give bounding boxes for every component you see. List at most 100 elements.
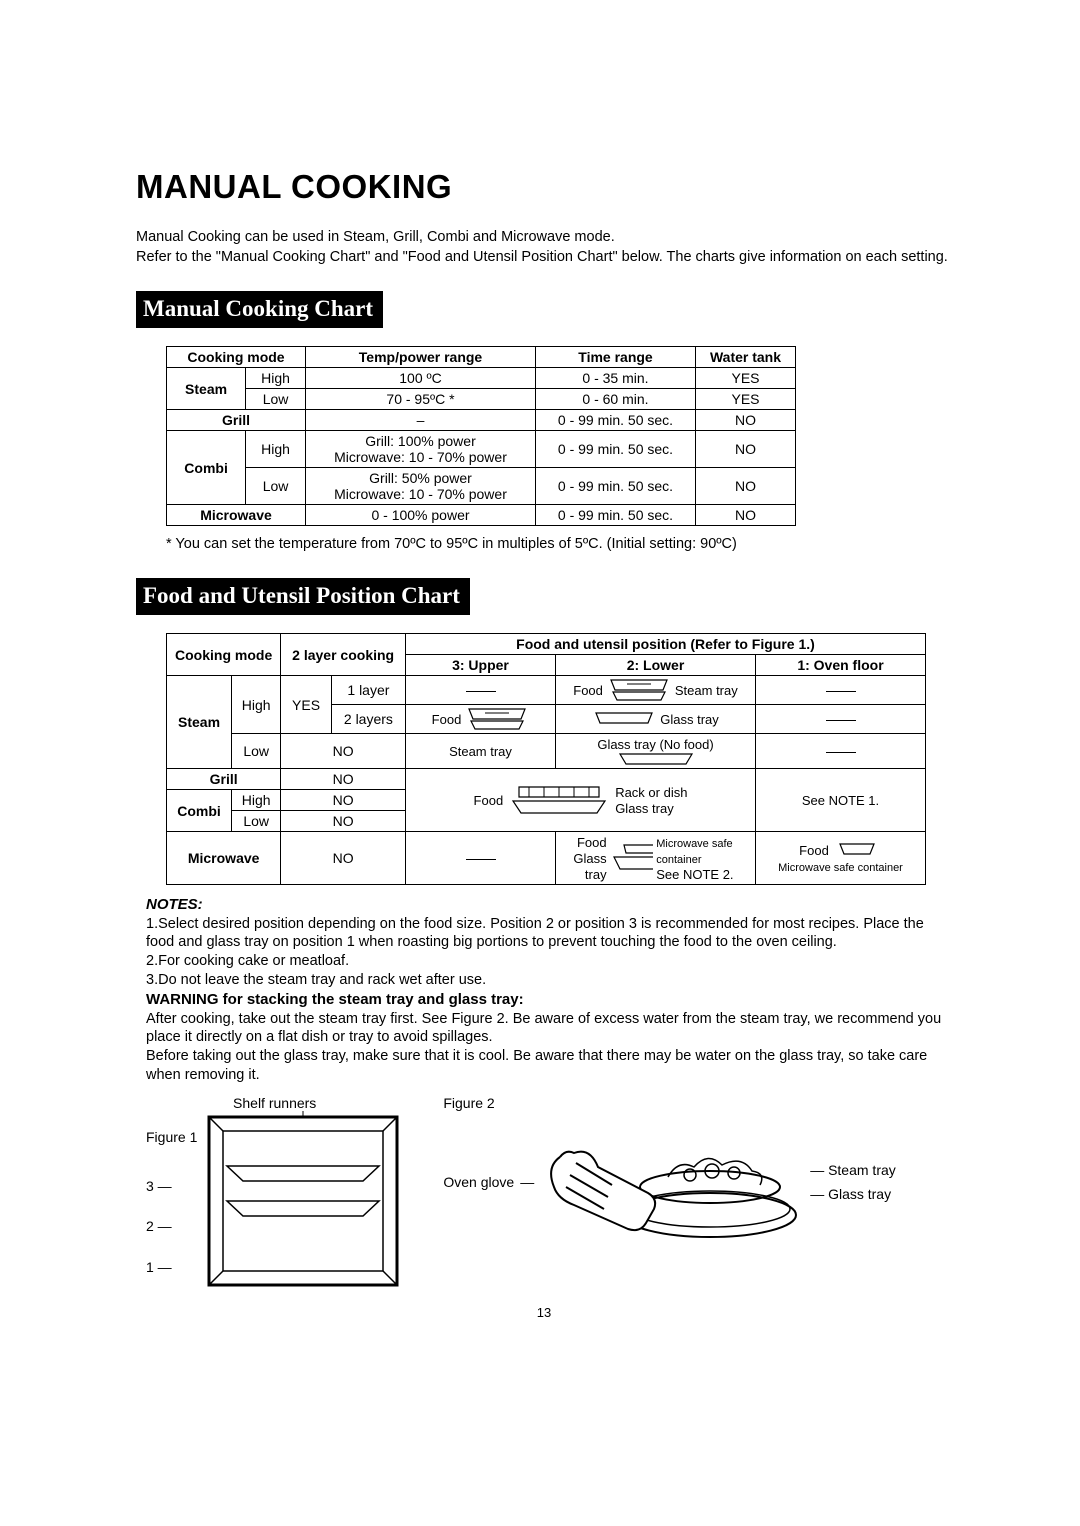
combi-high-tank: NO (696, 431, 796, 468)
pc-combi-high-2layer: NO (281, 790, 406, 811)
grill-tank: NO (696, 410, 796, 431)
grill-time: 0 - 99 min. 50 sec. (536, 410, 696, 431)
dash-icon (466, 859, 496, 860)
section-banner-position-chart: Food and Utensil Position Chart (136, 578, 470, 615)
dash-icon (826, 752, 856, 753)
fig1-label: Figure 1 (146, 1129, 197, 1145)
mode-combi: Combi (167, 431, 246, 505)
oven-cavity-icon (203, 1111, 403, 1291)
section-banner-cooking-chart: Manual Cooking Chart (136, 291, 383, 328)
chart1-footnote: * You can set the temperature from 70ºC … (166, 536, 952, 552)
lbl-food: Food (474, 793, 504, 808)
pc-grill-combi-cell: Food Rack or dish Glass tray (406, 769, 756, 832)
combi-low-temp: Grill: 50% power Microwave: 10 - 70% pow… (306, 468, 536, 505)
pc-steam-low: Low (232, 734, 281, 769)
steam-high-tank: YES (696, 368, 796, 389)
combi-low-time: 0 - 99 min. 50 sec. (536, 468, 696, 505)
pc-combi-high: High (232, 790, 281, 811)
pc-grill-combi-floor: See NOTE 1. (756, 769, 926, 832)
steam-low-tank: YES (696, 389, 796, 410)
lbl-glass-tray: Glass tray (573, 851, 606, 882)
glass-tray-label: Glass tray (828, 1186, 891, 1202)
page-number: 13 (136, 1305, 952, 1320)
lbl-msc: Microwave safe container (778, 862, 903, 874)
notes-block: NOTES: 1.Select desired position dependi… (146, 895, 952, 1085)
lbl-rack: Rack or dish (615, 785, 687, 800)
pc-combi-low-2layer: NO (281, 811, 406, 832)
pc-col-upper: 3: Upper (406, 655, 556, 676)
lbl-see-note1: See NOTE 1. (802, 793, 879, 808)
dash-icon (826, 691, 856, 692)
container-on-tray-icon (610, 843, 654, 873)
mode-steam: Steam (167, 368, 246, 410)
lbl-steam-tray: Steam tray (675, 683, 738, 698)
pc-col-floor: 1: Oven floor (756, 655, 926, 676)
figures-row: Shelf runners Figure 1 3 — 2 — 1 — (136, 1095, 952, 1291)
microwave-temp: 0 - 100% power (306, 505, 536, 526)
lbl-glass-tray-nofood: Glass tray (No food) (597, 737, 713, 752)
lbl-glass-tray: Glass tray (615, 801, 674, 816)
manual-cooking-chart-table: Cooking mode Temp/power range Time range… (166, 346, 796, 526)
pc-steam: Steam (167, 676, 232, 769)
pc-steam-high-1-upper (406, 676, 556, 705)
microwave-tank: NO (696, 505, 796, 526)
steam-low-temp: 70 - 95ºC * (306, 389, 536, 410)
warning-heading: WARNING for stacking the steam tray and … (146, 990, 952, 1010)
lbl-food: Food (432, 712, 462, 727)
steam-low: Low (246, 389, 306, 410)
mode-microwave: Microwave (167, 505, 306, 526)
pc-grill-2layer: NO (281, 769, 406, 790)
pc-steam-low-floor (756, 734, 926, 769)
glass-tray-icon (592, 711, 656, 727)
steam-tray-icon (607, 678, 671, 702)
pc-steam-low-lower: Glass tray (No food) (556, 734, 756, 769)
figure-2: Figure 2 Oven glove — (443, 1095, 895, 1247)
steam-high: High (246, 368, 306, 389)
pc-steam-high-2-lower: Glass tray (556, 705, 756, 734)
pos-3: 3 (146, 1178, 154, 1194)
lbl-msc: Microwave safe container (656, 838, 732, 866)
container-icon (832, 842, 882, 858)
combi-low-tank: NO (696, 468, 796, 505)
pc-2layers: 2 layers (331, 705, 405, 734)
note-2: 2.For cooking cake or meatloaf. (146, 952, 952, 971)
steam-tray-icon (465, 707, 529, 731)
microwave-time: 0 - 99 min. 50 sec. (536, 505, 696, 526)
oven-glove-label: Oven glove (443, 1174, 514, 1190)
pc-col-mode: Cooking mode (167, 634, 281, 676)
pc-col-position: Food and utensil position (Refer to Figu… (406, 634, 926, 655)
pc-microwave-upper (406, 832, 556, 885)
oven-glove-tray-icon (540, 1117, 800, 1247)
note-1: 1.Select desired position depending on t… (146, 915, 952, 953)
pc-microwave-2layer: NO (281, 832, 406, 885)
dash-icon (826, 720, 856, 721)
pc-grill: Grill (167, 769, 281, 790)
pc-col-lower: 2: Lower (556, 655, 756, 676)
fig2-label: Figure 2 (443, 1095, 895, 1111)
intro-text: Manual Cooking can be used in Steam, Gri… (136, 228, 952, 267)
col-temp-power: Temp/power range (306, 347, 536, 368)
pc-microwave-lower: Food Glass tray Microwave safe container… (556, 832, 756, 885)
lbl-see-note2: See NOTE 2. (656, 867, 733, 882)
pc-steam-high-1-floor (756, 676, 926, 705)
pos-1: 1 (146, 1259, 154, 1275)
pc-microwave-floor: Food Microwave safe container (756, 832, 926, 885)
steam-high-time: 0 - 35 min. (536, 368, 696, 389)
combi-high-time: 0 - 99 min. 50 sec. (536, 431, 696, 468)
shelf-runners-label: Shelf runners (146, 1095, 403, 1111)
lbl-food: Food (573, 683, 603, 698)
combi-low: Low (246, 468, 306, 505)
pc-col-2layer: 2 layer cooking (281, 634, 406, 676)
mode-grill: Grill (167, 410, 306, 431)
pc-steam-high-2layer: YES (281, 676, 332, 734)
pc-1layer: 1 layer (331, 676, 405, 705)
intro-line1: Manual Cooking can be used in Steam, Gri… (136, 229, 615, 245)
col-time-range: Time range (536, 347, 696, 368)
lbl-food: Food (799, 843, 829, 858)
food-position-chart-table: Cooking mode 2 layer cooking Food and ut… (166, 633, 926, 885)
page-title: MANUAL COOKING (136, 168, 952, 206)
intro-line2: Refer to the "Manual Cooking Chart" and … (136, 249, 948, 265)
pc-steam-low-upper: Steam tray (406, 734, 556, 769)
dash-icon (466, 691, 496, 692)
pos-2: 2 (146, 1218, 154, 1234)
